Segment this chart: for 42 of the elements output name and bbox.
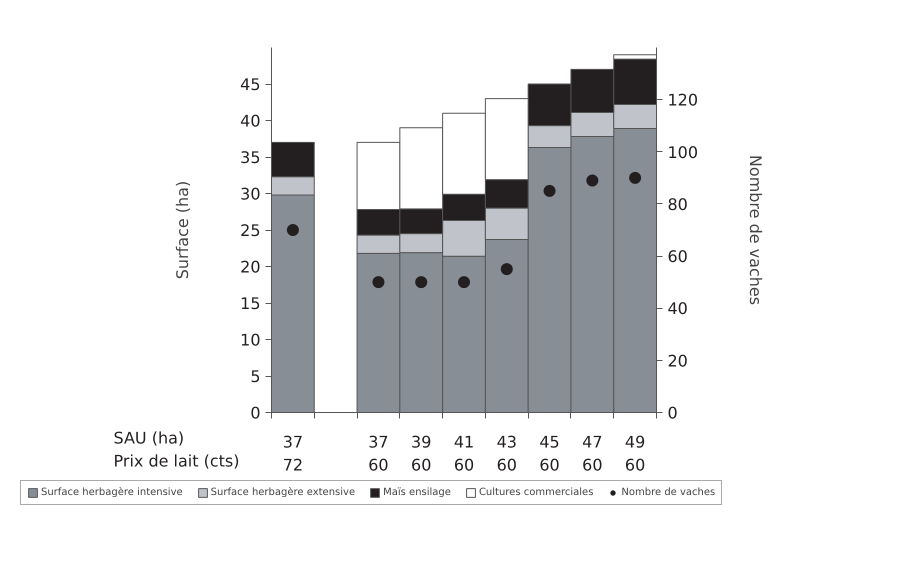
x-tick-label: 43 60 xyxy=(496,432,517,474)
x-tick-label: 37 60 xyxy=(368,432,389,474)
legend-label: Maïs ensilage xyxy=(383,487,451,498)
y2-tick-label: 100 xyxy=(668,142,698,162)
x-tick-label: 39 60 xyxy=(411,432,432,474)
point xyxy=(415,276,428,288)
y2-axis-title: Nombre de vaches xyxy=(746,154,766,306)
y-tick-label: 40 xyxy=(240,112,260,130)
legend-label: Surface herbagère intensive xyxy=(41,487,183,498)
point xyxy=(544,184,556,197)
y-axis-title: Surface (ha) xyxy=(173,180,192,280)
y2-tick-label: 40 xyxy=(668,299,688,318)
x-tick-label: 47 60 xyxy=(582,432,603,474)
y-tick-label: 25 xyxy=(240,221,260,240)
y-tick-label: 10 xyxy=(240,330,260,350)
x-tick-label: 45 60 xyxy=(539,432,560,474)
y-tick-label: 20 xyxy=(240,258,260,276)
y-tick-label: 45 xyxy=(240,75,260,94)
point xyxy=(286,224,299,236)
y-tick-label: 0 xyxy=(250,404,261,422)
y-tick-label: 5 xyxy=(250,367,261,386)
y2-tick-label: 120 xyxy=(668,90,698,110)
y2-tick-label: 0 xyxy=(668,404,678,422)
point xyxy=(458,276,470,288)
text: SAU (ha) xyxy=(114,428,184,448)
point xyxy=(586,174,598,186)
y-tick-label: 15 xyxy=(240,294,260,313)
legend-label: Surface herbagère extensive xyxy=(210,487,356,498)
x-tick-label: 41 60 xyxy=(454,432,474,474)
y2-tick-label: 80 xyxy=(668,194,688,214)
point xyxy=(500,263,513,276)
text: Prix de lait (cts) xyxy=(114,452,240,470)
legend-label: Cultures commerciales xyxy=(478,487,594,498)
y-tick-label: 30 xyxy=(240,184,260,204)
x-tick-label: 37 72 xyxy=(282,432,304,474)
point xyxy=(629,172,642,184)
legend-label: Nombre de vaches xyxy=(621,487,716,498)
y-tick-label: 35 xyxy=(240,148,260,167)
y2-tick-label: 20 xyxy=(668,351,688,370)
x-tick-label: 49 60 xyxy=(624,432,646,474)
y2-tick-label: 60 xyxy=(668,247,688,266)
point xyxy=(372,276,384,288)
